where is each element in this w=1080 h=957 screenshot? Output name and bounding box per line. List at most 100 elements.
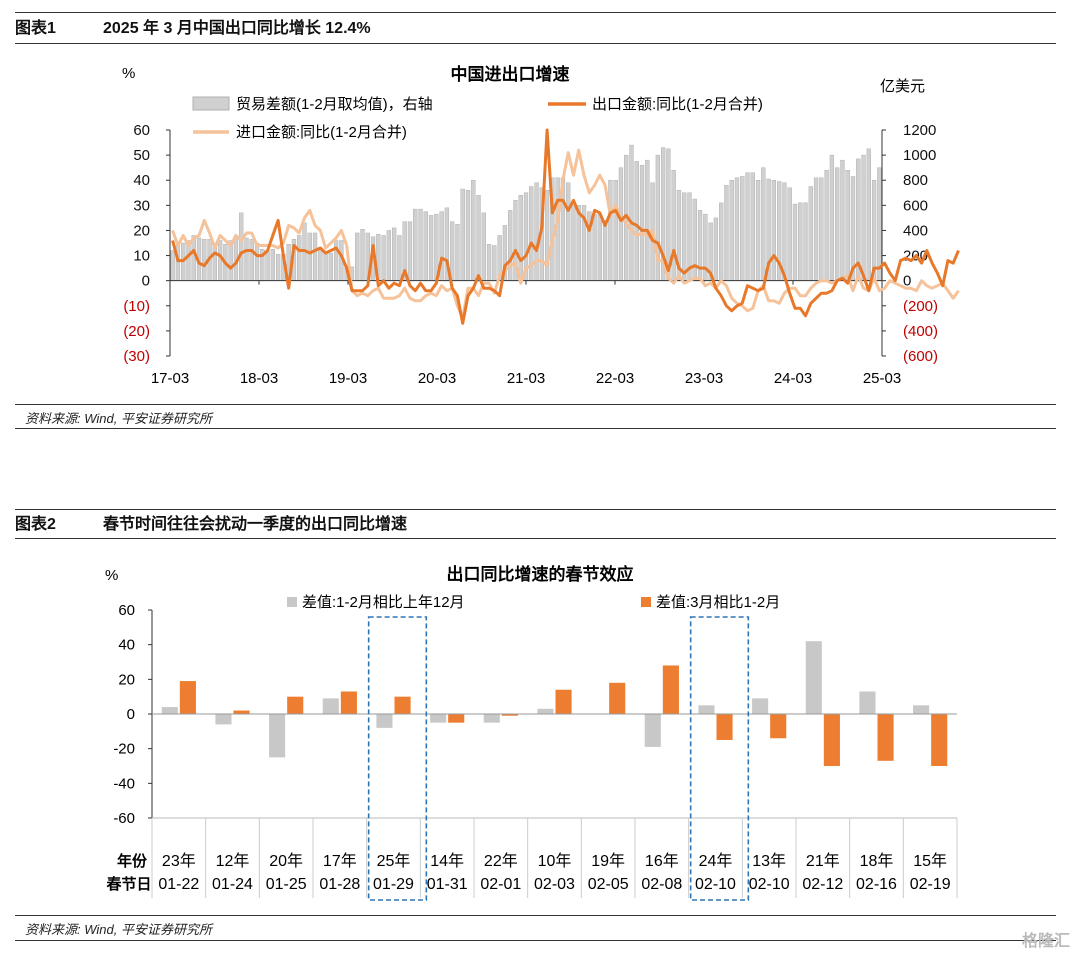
right-tick-label: 800 bbox=[903, 172, 928, 189]
series-2-bar bbox=[233, 710, 250, 714]
x-tick-label: 21-03 bbox=[507, 370, 545, 387]
trade-balance-bar bbox=[244, 237, 249, 281]
y-axis-unit: % bbox=[105, 567, 118, 584]
trade-balance-bar bbox=[381, 235, 386, 281]
series-2-bar bbox=[287, 696, 304, 714]
x-tick-label: 19-03 bbox=[329, 370, 367, 387]
series-2-bar bbox=[716, 714, 733, 740]
series-2-bar bbox=[609, 682, 626, 714]
legend-series-2-swatch bbox=[641, 597, 651, 607]
trade-balance-bar bbox=[455, 223, 460, 281]
category-year-label: 20年 bbox=[269, 852, 303, 870]
trade-balance-bar bbox=[729, 180, 734, 281]
right-tick-label: 1200 bbox=[903, 122, 936, 139]
trade-balance-bar bbox=[275, 254, 281, 281]
figure-2-chart: 出口同比增速的春节效应% 差值:1-2月相比上年12月 差值:3月相比1-2月 60 4… bbox=[105, 564, 958, 901]
trade-balance-bar bbox=[829, 154, 835, 281]
category-year-label: 14年 bbox=[430, 852, 464, 870]
trade-balance-bar bbox=[719, 202, 724, 281]
figure-1-number: 图表1 bbox=[15, 20, 56, 37]
chart-2-title: 出口同比增速的春节效应 bbox=[447, 564, 634, 584]
category-date-label: 02-10 bbox=[695, 876, 736, 893]
trade-balance-bar bbox=[645, 159, 650, 281]
series-2-bar bbox=[555, 689, 572, 714]
trade-balance-bar bbox=[592, 213, 597, 281]
series-2-bar bbox=[394, 696, 411, 714]
series-1-bar bbox=[805, 641, 822, 714]
category-year-label: 10年 bbox=[538, 852, 572, 870]
series-1-bar bbox=[269, 714, 286, 758]
trade-balance-bar bbox=[544, 190, 550, 281]
right-axis-unit: 亿美元 bbox=[880, 78, 925, 95]
x-tick-label: 23-03 bbox=[685, 370, 723, 387]
category-date-label: 01-25 bbox=[266, 876, 307, 893]
trade-balance-bar bbox=[297, 235, 302, 281]
left-axis-unit: % bbox=[122, 65, 135, 82]
trade-balance-bar bbox=[871, 180, 877, 281]
series-2-bar bbox=[179, 681, 196, 714]
left-tick-label: 10 bbox=[133, 248, 150, 265]
trade-balance-bar bbox=[328, 252, 333, 281]
trade-balance-bar bbox=[798, 202, 803, 281]
category-date-label: 02-08 bbox=[641, 876, 682, 893]
trade-balance-bar bbox=[413, 208, 418, 281]
figure-2-header: 图表2 春节时间往往会扰动一季度的出口同比增速 bbox=[15, 511, 1056, 539]
trade-balance-bar bbox=[634, 161, 639, 281]
left-tick-label: 60 bbox=[133, 122, 150, 139]
trade-balance-bar bbox=[671, 169, 676, 281]
trade-balance-bar bbox=[318, 247, 323, 281]
trade-balance-bar bbox=[355, 232, 360, 281]
figure-2-source: 资料来源: Wind, 平安证券研究所 bbox=[25, 922, 212, 937]
import-yoy-line bbox=[171, 148, 960, 320]
trade-balance-bar bbox=[265, 250, 270, 281]
trade-balance-bar bbox=[239, 212, 244, 281]
trade-balance-bar bbox=[518, 195, 523, 281]
category-date-label: 01-24 bbox=[212, 876, 253, 893]
chart-1-title: 中国进出口增速 bbox=[451, 64, 570, 84]
category-date-label: 02-05 bbox=[588, 876, 629, 893]
legend-export-label: 出口金额:同比(1-2月合并) bbox=[592, 96, 763, 113]
left-tick-label: (30) bbox=[123, 348, 150, 365]
category-year-label: 24年 bbox=[699, 852, 733, 870]
x-tick-label: 17-03 bbox=[151, 370, 189, 387]
trade-balance-bar bbox=[170, 250, 175, 281]
trade-balance-bar bbox=[386, 230, 392, 281]
trade-balance-bar bbox=[307, 232, 312, 281]
category-date-label: 01-29 bbox=[373, 876, 414, 893]
series-1-bar bbox=[644, 714, 661, 747]
series-2-bar bbox=[931, 714, 948, 766]
right-tick-label: 0 bbox=[903, 273, 911, 290]
trade-balance-bar bbox=[697, 210, 703, 281]
right-tick-label: 400 bbox=[903, 222, 928, 239]
legend-series-1-label: 差值:1-2月相比上年12月 bbox=[302, 594, 465, 611]
trade-balance-bar bbox=[819, 177, 824, 281]
left-tick-label: (10) bbox=[123, 298, 150, 315]
category-year-label: 18年 bbox=[860, 852, 894, 870]
left-tick-label: 20 bbox=[133, 222, 150, 239]
trade-balance-bar bbox=[682, 192, 687, 281]
category-date-label: 02-01 bbox=[480, 876, 521, 893]
trade-balance-bar bbox=[608, 180, 613, 281]
figure-2-number: 图表2 bbox=[15, 516, 56, 533]
trade-balance-bar bbox=[481, 212, 486, 281]
y-tick-label: -60 bbox=[113, 810, 135, 827]
series-2-bar bbox=[448, 714, 465, 723]
category-date-label: 02-12 bbox=[802, 876, 843, 893]
left-tick-label: (20) bbox=[123, 323, 150, 340]
category-date-label: 01-31 bbox=[427, 876, 468, 893]
series-1-bar bbox=[322, 698, 339, 714]
category-year-label: 15年 bbox=[913, 852, 947, 870]
highlight-box bbox=[367, 616, 428, 901]
category-year-label: 22年 bbox=[484, 852, 518, 870]
figure-2-header-rule bbox=[15, 538, 1056, 539]
trade-balance-bar bbox=[787, 187, 792, 281]
trade-balance-bar bbox=[476, 195, 481, 281]
trade-balance-bar bbox=[755, 180, 761, 281]
trade-balance-bar bbox=[845, 169, 850, 281]
trade-balance-bar bbox=[803, 202, 808, 281]
trade-balance-bar bbox=[492, 245, 497, 281]
category-date-label: 01-22 bbox=[158, 876, 199, 893]
legend-import-label: 进口金额:同比(1-2月合并) bbox=[236, 124, 407, 141]
y-tick-label: 60 bbox=[118, 602, 135, 619]
x-tick-label: 24-03 bbox=[774, 370, 812, 387]
